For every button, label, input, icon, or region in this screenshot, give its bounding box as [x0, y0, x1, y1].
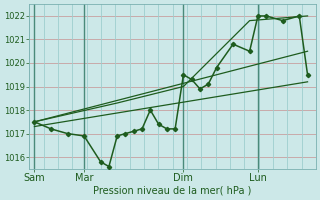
- X-axis label: Pression niveau de la mer( hPa ): Pression niveau de la mer( hPa ): [93, 186, 252, 196]
